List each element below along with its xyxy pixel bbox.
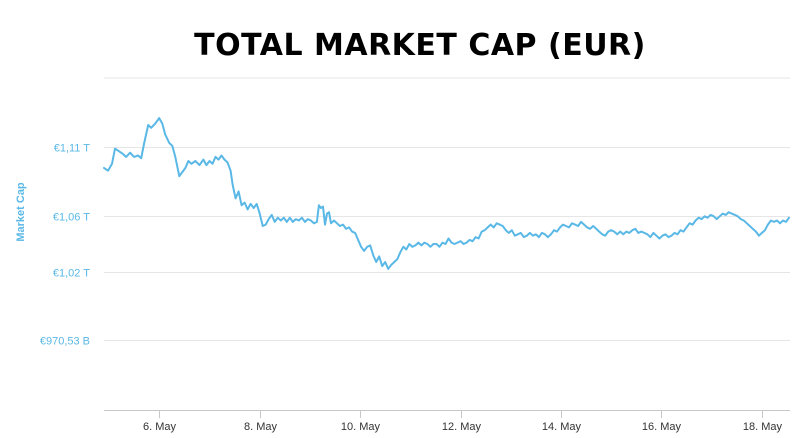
x-tick-label: 6. May: [143, 421, 177, 433]
x-tick-label: 14. May: [542, 421, 582, 433]
chart-title: TOTAL MARKET CAP (EUR): [194, 28, 646, 63]
y-tick-label: €970,53 B: [40, 336, 90, 348]
x-axis-ticks: 6. May 8. May 10. May 12. May 14. May 16. May…: [143, 410, 783, 433]
y-axis-title: Market Cap: [15, 182, 27, 242]
series-line: [103, 117, 790, 270]
x-tick-label: 8. May: [244, 421, 278, 433]
y-tick-label: €1,11 T: [54, 143, 91, 155]
x-tick-label: 16. May: [642, 421, 682, 433]
x-tick-label: 18. May: [743, 421, 783, 433]
y-axis-ticks: €970,53 B €1,02 T €1,06 T €1,11 T: [40, 143, 90, 348]
y-tick-label: €1,06 T: [53, 212, 90, 224]
x-tick-label: 12. May: [442, 421, 482, 433]
series-layer: [103, 117, 790, 270]
grid-lines: [104, 77, 790, 341]
y-tick-label: €1,02 T: [53, 268, 90, 280]
x-tick-label: 10. May: [341, 421, 381, 433]
